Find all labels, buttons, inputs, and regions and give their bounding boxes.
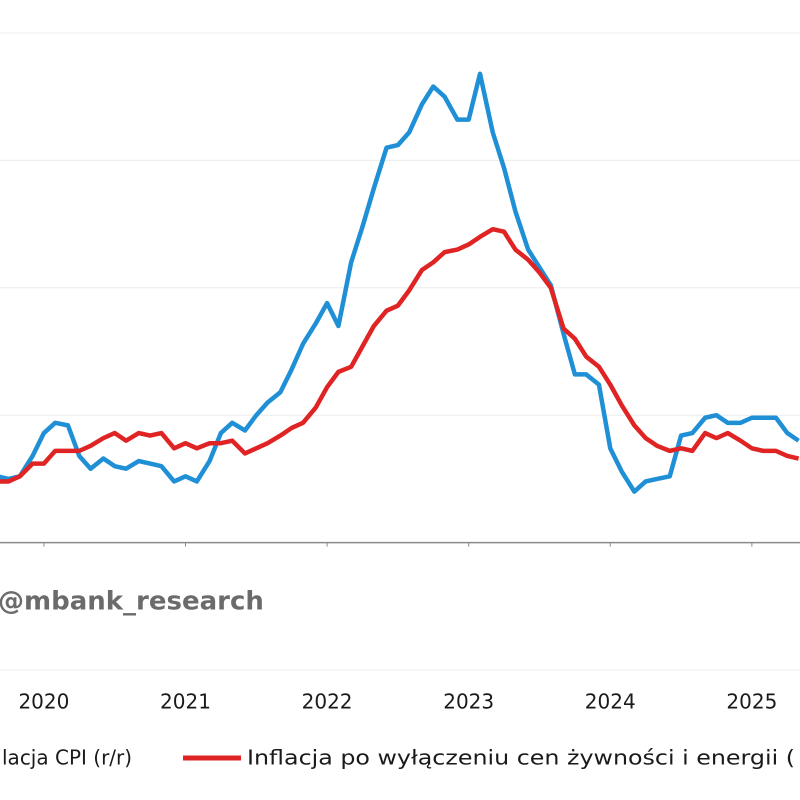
legend-label: lacja CPI (r/r)	[2, 746, 132, 770]
x-tick-label: 2020	[18, 690, 69, 714]
x-tick-label: 2021	[160, 690, 211, 714]
legend-label: Inflacja po wyłączeniu cen żywności i en…	[247, 746, 795, 770]
x-tick-label: 2025	[726, 690, 777, 714]
x-tick-label: 2023	[443, 690, 494, 714]
x-tick-label: 2022	[302, 690, 353, 714]
line-series	[0, 71, 800, 494]
x-tick-label: 2024	[585, 690, 636, 714]
watermark: @mbank_research	[0, 587, 264, 617]
line-series	[0, 226, 800, 484]
